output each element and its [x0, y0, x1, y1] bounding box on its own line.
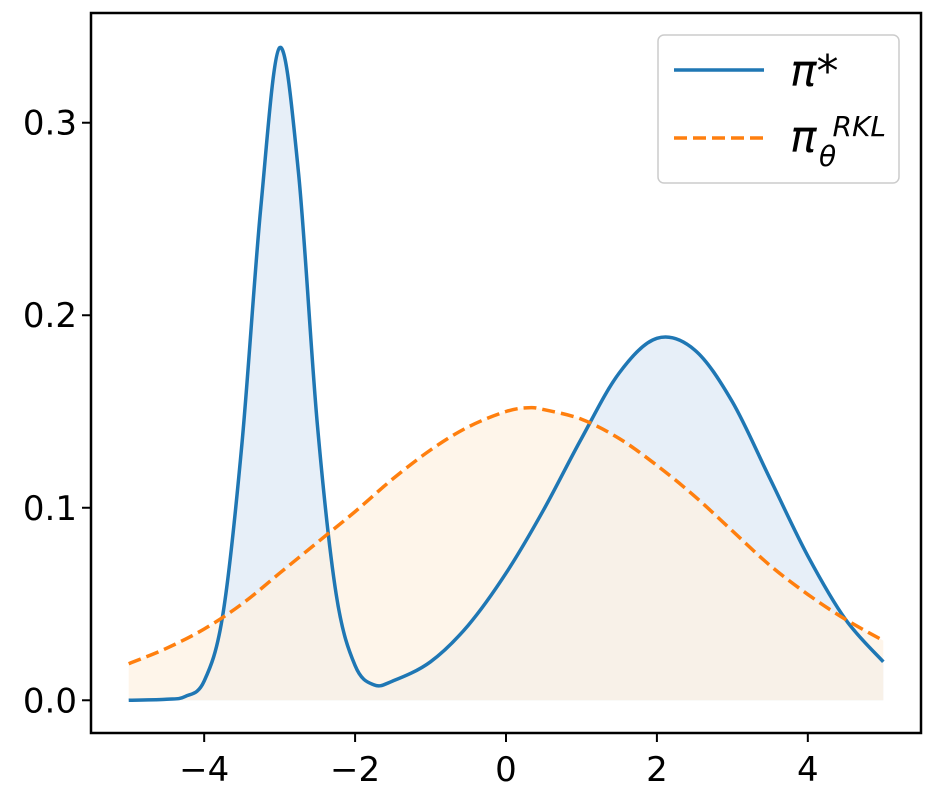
fill-layer [128, 47, 884, 701]
x-axis: −4 −2 0 2 4 [179, 733, 819, 790]
y-tick-label: 0.1 [23, 489, 77, 529]
x-tick-label: −4 [179, 750, 229, 790]
legend-label-base: π [790, 112, 818, 163]
y-tick-label: 0.3 [23, 104, 77, 144]
series-line-0[interactable] [128, 45, 885, 703]
legend-label-pi-theta-rkl: π RKL [790, 110, 886, 163]
y-axis: 0.0 0.1 0.2 0.3 [23, 104, 91, 721]
x-tick-label: 0 [495, 750, 517, 790]
legend[interactable]: π* π RKL θ [657, 34, 900, 184]
line-layer [128, 45, 885, 703]
series-fill-1 [128, 407, 884, 701]
y-tick-label: 0.0 [23, 681, 77, 721]
y-tick-label: 0.2 [23, 296, 77, 336]
axes: −4 −2 0 2 4 0.0 0.1 0.2 0.3 [23, 11, 923, 790]
x-tick-label: −2 [330, 750, 380, 790]
legend-label-pi-star: π* [790, 46, 839, 97]
legend-box [657, 34, 900, 184]
x-tick-label: 4 [797, 750, 819, 790]
legend-label-sup: RKL [833, 110, 886, 143]
legend-label-sub: θ [819, 140, 836, 173]
series-line-1[interactable] [128, 405, 885, 666]
x-tick-label: 2 [646, 750, 668, 790]
